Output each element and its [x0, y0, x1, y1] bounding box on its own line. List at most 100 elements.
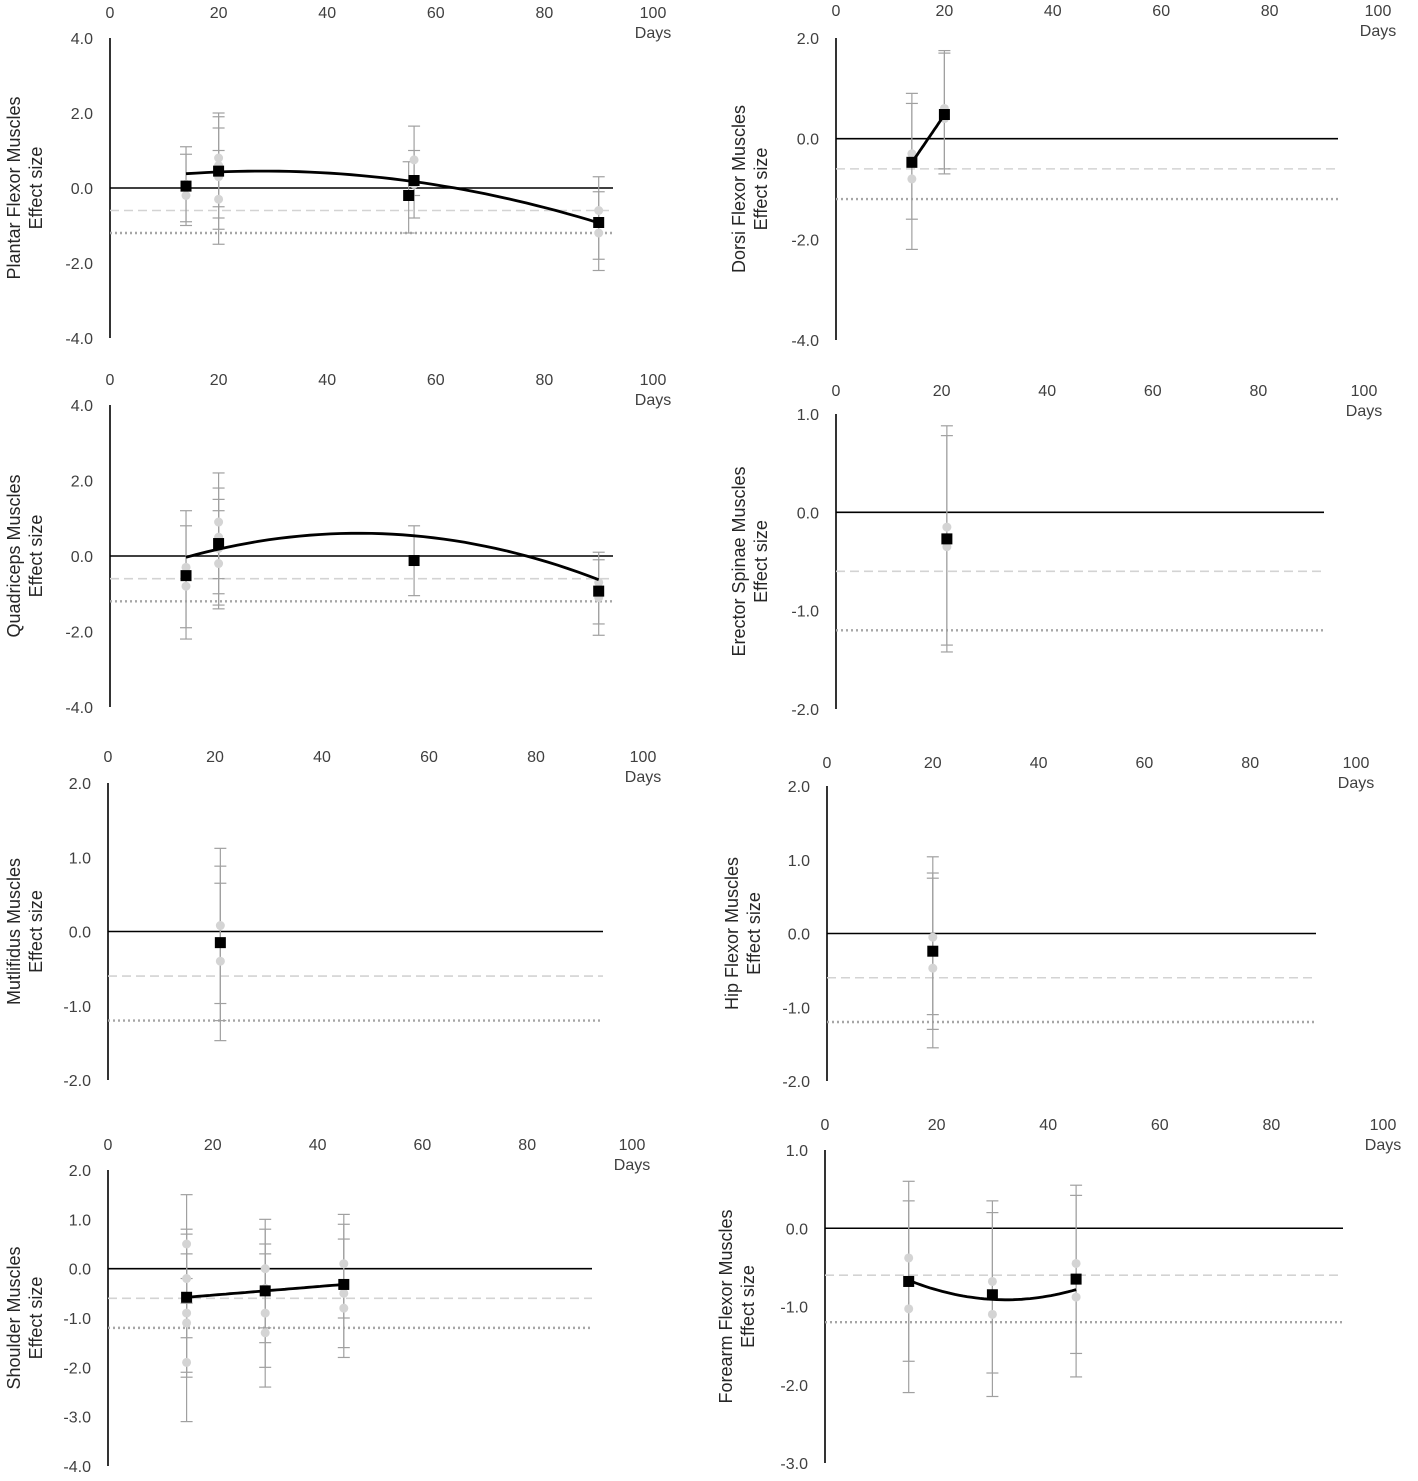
y-axis-title: Plantar Flexor Muscles Effect size	[4, 96, 46, 279]
trend-line	[910, 114, 946, 164]
mean-marker	[180, 180, 192, 192]
y-tick-label: -2.0	[791, 702, 819, 719]
study-point	[260, 1264, 270, 1274]
study-point	[215, 921, 225, 931]
x-tick-label: 80	[1241, 755, 1259, 772]
x-tick-label: 20	[928, 1117, 946, 1134]
x-tick-label: 80	[527, 749, 545, 766]
mean-marker	[338, 1278, 350, 1290]
y-tick-label: 2.0	[69, 1163, 91, 1180]
y-tick-label: -2.0	[65, 625, 93, 642]
y-tick-label: 0.0	[786, 1221, 808, 1238]
x-tick-label: 60	[427, 372, 445, 389]
x-tick-label: 20	[936, 3, 954, 20]
study-point	[214, 194, 224, 204]
x-tick-label: 0	[821, 1117, 830, 1134]
x-tick-label: 80	[1263, 1117, 1281, 1134]
mean-marker	[593, 217, 605, 228]
y-axis-title-line1: Erector Spinae Muscles	[729, 466, 749, 656]
x-axis-title: Days	[635, 392, 671, 409]
x-tick-label: 0	[832, 3, 841, 20]
y-tick-label: 2.0	[71, 106, 93, 123]
x-tick-label: 0	[823, 755, 832, 772]
study-point	[339, 1288, 349, 1298]
x-tick-label: 0	[104, 749, 113, 766]
panel-forearm: 0 20 40 60 80 100 Days 1.0 0.0 -1.0 -2.0 -3.0 Forear…	[716, 1117, 1401, 1473]
trend-line	[185, 169, 600, 225]
x-tick-label: 60	[1152, 3, 1170, 20]
y-axis-title-line1: Shoulder Muscles	[4, 1246, 24, 1389]
mean-marker	[403, 190, 415, 201]
x-tick-label: 100	[619, 1137, 646, 1154]
y-axis-title-line1: Quadriceps Muscles	[4, 474, 24, 637]
mean-marker	[408, 175, 420, 186]
y-axis-title: Mutlifidus Muscles Effect size	[4, 858, 46, 1005]
study-point	[260, 1308, 270, 1318]
study-error-bar	[902, 1200, 915, 1394]
x-tick-label: 0	[104, 1137, 113, 1154]
x-tick-label: 0	[106, 5, 115, 22]
x-tick-label: 20	[210, 5, 228, 22]
y-axis-title-line2: Effect size	[26, 515, 46, 598]
x-tick-label: 40	[1039, 1117, 1057, 1134]
y-tick-label: 0.0	[71, 181, 93, 198]
y-tick-label: 1.0	[69, 850, 91, 867]
mean-marker	[1070, 1273, 1082, 1285]
y-tick-label: -2.0	[782, 1074, 810, 1091]
x-tick-label: 100	[630, 749, 657, 766]
study-point	[907, 149, 917, 159]
y-tick-label: -1.0	[791, 604, 819, 621]
y-axis-title: Dorsi Flexor Muscles Effect size	[729, 105, 771, 273]
x-axis-title: Days	[1346, 403, 1382, 420]
y-tick-label: -2.0	[780, 1378, 808, 1395]
mean-marker	[906, 156, 918, 168]
x-tick-label: 40	[313, 749, 331, 766]
x-tick-label: 100	[1351, 383, 1378, 400]
x-tick-label: 20	[206, 749, 224, 766]
study-point	[339, 1303, 349, 1313]
study-point	[1071, 1292, 1081, 1302]
panel-plantar: 0 20 40 60 80 100 Days 4.0 2.0 0.0 -2.0 -4.0 Plantar…	[4, 5, 671, 348]
y-axis-title-line2: Effect size	[751, 520, 771, 603]
y-axis-title: Forearm Flexor Muscles Effect size	[716, 1209, 758, 1403]
study-point	[215, 956, 225, 966]
x-tick-label: 40	[1044, 3, 1062, 20]
y-tick-label: 2.0	[788, 779, 810, 796]
y-tick-label: 4.0	[71, 398, 93, 415]
mean-marker	[986, 1289, 998, 1301]
mean-marker	[213, 165, 225, 177]
x-tick-label: 60	[1136, 755, 1154, 772]
x-tick-label: 60	[427, 5, 445, 22]
mean-marker	[181, 1291, 193, 1303]
x-tick-label: 40	[1030, 755, 1048, 772]
study-point	[987, 1276, 997, 1286]
study-point	[1071, 1258, 1081, 1268]
x-axis-title: Days	[1338, 775, 1374, 792]
mean-marker	[927, 945, 939, 957]
study-point	[339, 1259, 349, 1269]
x-tick-label: 0	[832, 383, 841, 400]
y-tick-label: -3.0	[780, 1456, 808, 1473]
x-axis-title: Days	[614, 1157, 650, 1174]
study-point	[182, 1308, 192, 1318]
y-axis-title-line2: Effect size	[26, 147, 46, 230]
x-tick-label: 60	[1151, 1117, 1169, 1134]
study-point	[181, 562, 191, 572]
y-tick-label: 4.0	[71, 31, 93, 48]
mean-marker	[941, 533, 953, 545]
study-point	[942, 522, 952, 532]
y-tick-label: -2.0	[65, 256, 93, 273]
y-tick-label: -2.0	[791, 232, 819, 249]
x-tick-label: 40	[318, 372, 336, 389]
x-tick-label: 40	[1038, 383, 1056, 400]
x-tick-label: 100	[640, 372, 667, 389]
y-axis-title-line2: Effect size	[26, 890, 46, 973]
y-tick-label: -3.0	[63, 1410, 91, 1427]
study-point	[214, 559, 224, 569]
study-point	[182, 1318, 192, 1328]
y-tick-label: -4.0	[65, 331, 93, 348]
study-point	[594, 206, 604, 215]
x-tick-label: 100	[1365, 3, 1392, 20]
mean-marker	[259, 1285, 271, 1297]
